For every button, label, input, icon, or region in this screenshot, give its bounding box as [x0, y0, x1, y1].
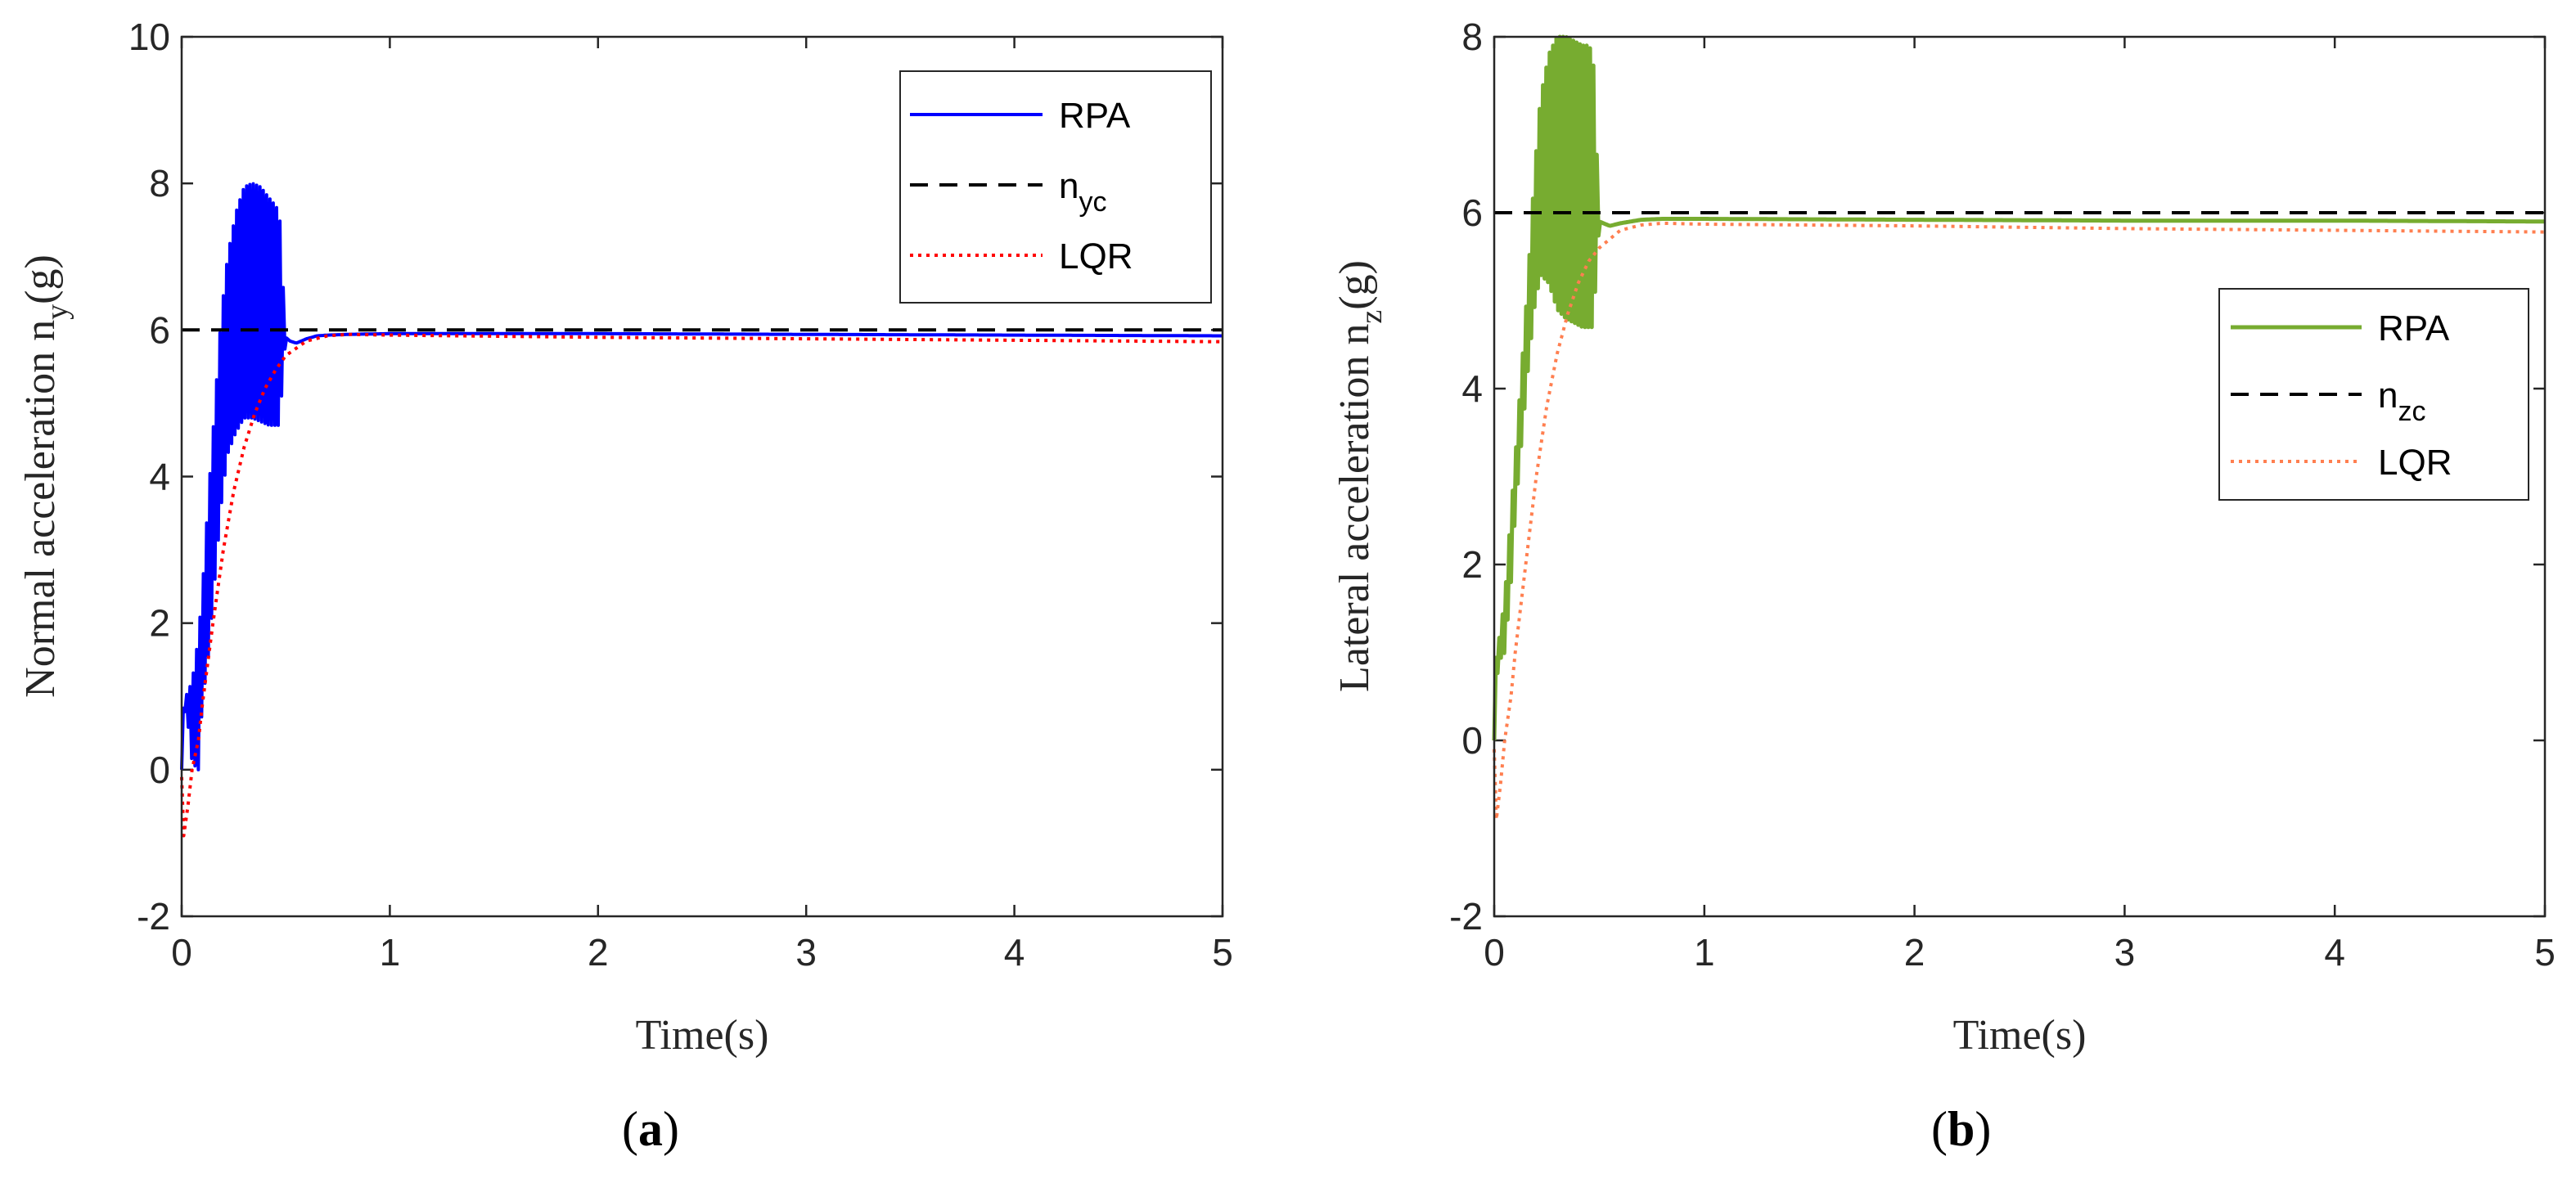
y-tick-label: 8 [1461, 16, 1483, 58]
plot-area-border [180, 35, 1224, 918]
legend-label-lqr: LQR [2378, 443, 2452, 483]
plot-area-border [1493, 35, 2547, 918]
x-tick-labels: 0 1 2 3 4 5 [171, 931, 1233, 974]
y-tick-label: 0 [149, 749, 170, 791]
y-tick-label: 8 [149, 162, 170, 205]
y-tick-label: 2 [1461, 543, 1483, 586]
legend-label-rpa: RPA [1059, 96, 1131, 136]
x-axis-label: Time(s) [1953, 1012, 2087, 1059]
y-tick-label: 6 [149, 308, 170, 351]
x-tick-label: 5 [2534, 931, 2556, 974]
y-tick-label: 10 [128, 16, 170, 58]
panel-label-b: (b) [1931, 1102, 1991, 1156]
y-tick-label: 6 [1461, 191, 1483, 234]
x-tick-label: 1 [380, 931, 401, 974]
x-tick-label: 2 [588, 931, 609, 974]
y-tick-label: -2 [137, 895, 170, 938]
series-line-rpa [180, 182, 1223, 771]
y-axis-label: Normal acceleration ny(g) [17, 254, 74, 698]
y-tick-label: 0 [1461, 719, 1483, 762]
x-tick-label: 1 [1694, 931, 1715, 974]
legend: RPA nyc LQR [899, 70, 1212, 304]
y-tick-label: 4 [1461, 367, 1483, 410]
series-line-lqr [180, 332, 1223, 838]
y-tick-label: -2 [1449, 895, 1483, 938]
x-tick-label: 0 [171, 931, 192, 974]
series-group [180, 182, 1223, 838]
y-tick-labels: -2 0 2 4 6 8 10 [128, 16, 170, 938]
x-tick-label: 3 [2114, 931, 2136, 974]
x-tick-labels: 0 1 2 3 4 5 [1484, 931, 2556, 974]
y-tick-label: 2 [149, 602, 170, 645]
x-axis-label: Time(s) [636, 1012, 769, 1059]
x-tick-label: 4 [2324, 931, 2345, 974]
legend: RPA nzc LQR [2218, 288, 2529, 501]
x-tick-label: 0 [1484, 931, 1505, 974]
series-group [1492, 34, 2546, 821]
x-tick-label: 3 [795, 931, 817, 974]
y-tick-label: 4 [149, 456, 170, 498]
series-line-lqr [1493, 221, 2546, 821]
x-tick-label: 4 [1004, 931, 1025, 974]
legend-label-nzc: nzc [2378, 376, 2425, 427]
series-line-rpa [1492, 34, 2546, 741]
legend-label-lqr: LQR [1059, 236, 1133, 277]
legend-box [899, 70, 1212, 304]
y-axis-label: Lateral acceleration nz(g) [1331, 260, 1389, 692]
x-tick-label: 2 [1904, 931, 1925, 974]
panel-label-a: (a) [622, 1102, 679, 1156]
legend-label-rpa: RPA [2378, 308, 2450, 349]
x-tick-label: 5 [1212, 931, 1233, 974]
legend-label-nyc: nyc [1059, 166, 1106, 218]
y-tick-labels: -2 0 2 4 6 8 [1449, 16, 1483, 938]
